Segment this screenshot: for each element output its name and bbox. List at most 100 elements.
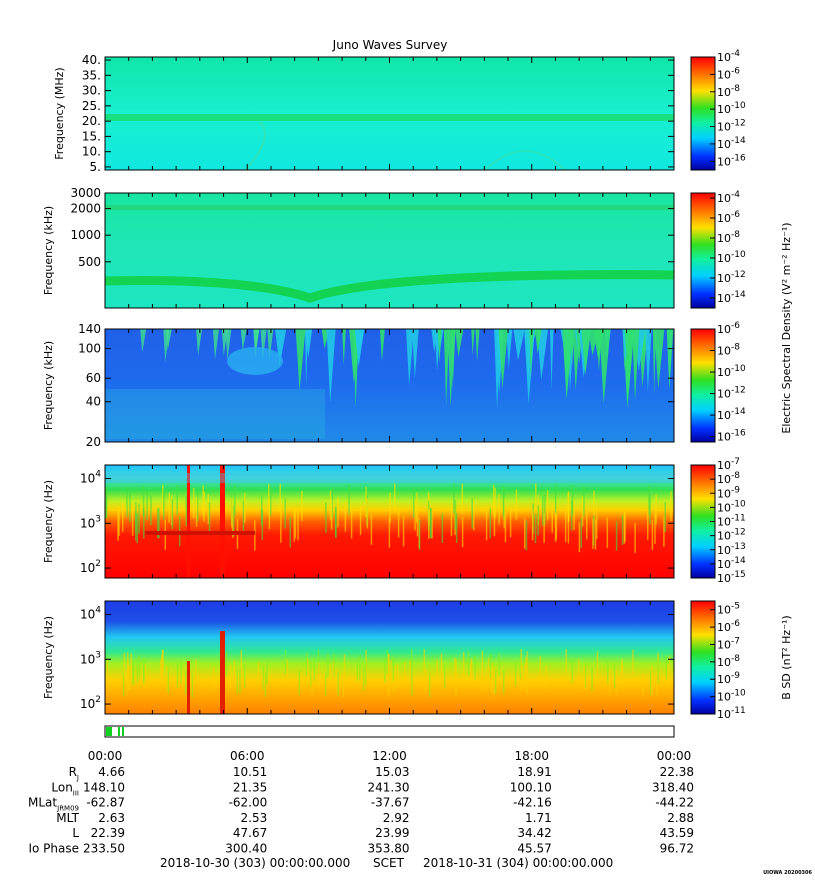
spectral-line — [394, 665, 397, 690]
colorbar-tick-base: 10 — [717, 691, 731, 704]
colorbar-tick-label: 10-8 — [717, 343, 740, 358]
spectral-line — [436, 659, 438, 684]
panel-lfr-khz: 140 100 60 40 20 Frequency (kHz) — [42, 322, 675, 449]
y-tick-label: 104 — [80, 469, 101, 485]
spectral-line — [329, 664, 332, 689]
spectral-line — [567, 513, 570, 544]
spectral-line — [613, 664, 616, 689]
spectral-line — [370, 514, 373, 545]
colorbar-tick-base: 10 — [717, 459, 731, 472]
spectral-line — [577, 659, 580, 684]
y-tick-label: 25. — [82, 99, 101, 113]
burst-streak — [494, 329, 502, 409]
spectral-line — [310, 662, 312, 687]
burst-streak — [412, 329, 419, 379]
spectral-line — [313, 657, 316, 682]
spectral-line — [207, 494, 210, 525]
spectral-line — [623, 513, 626, 544]
spectral-line — [306, 651, 308, 676]
spectral-line — [592, 515, 595, 546]
ephemeris-label-text: Io Phase — [28, 842, 79, 856]
colorbar-tick-label: 10-11 — [717, 706, 746, 721]
burst-streak — [431, 329, 439, 353]
spectral-line — [509, 507, 512, 538]
spectral-line — [233, 660, 236, 685]
spectral-line — [311, 670, 313, 695]
spectral-line — [168, 492, 171, 523]
spectral-line — [180, 660, 182, 685]
spectral-line — [411, 671, 413, 696]
spectral-line — [609, 669, 611, 694]
spectral-line — [384, 658, 386, 683]
colorbar-tick-exponent: -8 — [731, 471, 740, 481]
spectral-line — [132, 660, 134, 685]
spectral-line — [236, 669, 238, 694]
spectral-line — [284, 649, 287, 674]
y-tick-label: 15. — [82, 129, 101, 143]
spectral-line — [402, 516, 405, 547]
colorbar-tick-label: 10-9 — [717, 671, 740, 686]
spectral-line — [167, 669, 170, 694]
colorbar-tick-label: 10-10 — [717, 364, 746, 379]
burst-streak — [212, 329, 219, 360]
colorbar-tick-base: 10 — [717, 516, 731, 529]
burst-column — [187, 661, 190, 714]
spectral-line — [330, 499, 333, 530]
burst-streak — [471, 329, 475, 356]
diffuse-region — [105, 389, 325, 439]
y-tick-label-exponent: 2 — [95, 695, 101, 705]
spectral-line — [196, 491, 199, 522]
colorbar-tick-exponent: -6 — [731, 66, 740, 76]
time-tick-label: 00:00 — [88, 749, 123, 763]
spectral-line — [126, 669, 128, 694]
burst-streak — [562, 329, 574, 400]
spectral-line — [489, 667, 491, 692]
colorbar-tick-label: 10-14 — [717, 136, 746, 151]
spectral-line — [525, 656, 527, 681]
spectral-line — [262, 665, 264, 690]
spectral-line — [595, 509, 598, 540]
ephemeris-value: 2.92 — [383, 811, 410, 825]
colorbar-tick-base: 10 — [717, 544, 731, 557]
spectral-line — [489, 654, 492, 679]
spectral-line — [580, 517, 583, 548]
colorbar-gradient — [690, 600, 716, 715]
spectral-line — [670, 491, 672, 522]
colorbar-tick-label: 10-5 — [717, 602, 740, 617]
burst-streak — [260, 329, 267, 362]
spectral-line — [596, 651, 599, 676]
colorbar-tick-base: 10 — [717, 558, 731, 571]
spectral-line — [176, 663, 179, 688]
colorbar-tick-label: 10-7 — [717, 457, 740, 472]
ephemeris-value: 43.59 — [660, 826, 694, 840]
y-tick-label-exponent: 4 — [95, 469, 101, 479]
spectral-line — [490, 669, 493, 694]
ephemeris-label-text: Lon — [51, 780, 72, 794]
spectral-line — [359, 655, 361, 680]
spectral-line — [365, 486, 367, 517]
burst-streak — [599, 329, 611, 404]
spectral-line — [286, 659, 288, 684]
spectral-line — [431, 508, 433, 539]
ephemeris-value: 241.30 — [368, 780, 410, 794]
colorbars: 10-410-610-810-1010-1210-1410-1610-410-6… — [690, 49, 793, 721]
colorbar-label: B SD (nT² Hz⁻¹) — [780, 615, 793, 699]
spectral-line — [624, 511, 626, 542]
burst-streak — [498, 329, 509, 389]
spectral-line — [455, 659, 457, 684]
colorbar-tick-exponent: -8 — [731, 230, 740, 240]
spectral-line — [428, 508, 430, 539]
spectral-line — [571, 485, 574, 516]
colorbar-tick-label: 10-10 — [717, 499, 746, 514]
burst-streak — [379, 329, 385, 362]
electric-spectral-density-label: Electric Spectral Density (V² m⁻² Hz⁻¹) — [780, 222, 793, 433]
spectral-line — [665, 655, 668, 680]
y-tick-label: 3000 — [70, 186, 101, 200]
spectral-line — [239, 669, 241, 694]
burst-streak — [221, 329, 228, 356]
colorbar-tick-exponent: -12 — [731, 386, 746, 396]
ephemeris-table: RJ 4.66 10.51 15.03 18.91 22.38 LonIII 148.10 21… — [28, 765, 694, 856]
y-tick-label-exponent: 3 — [95, 514, 101, 524]
